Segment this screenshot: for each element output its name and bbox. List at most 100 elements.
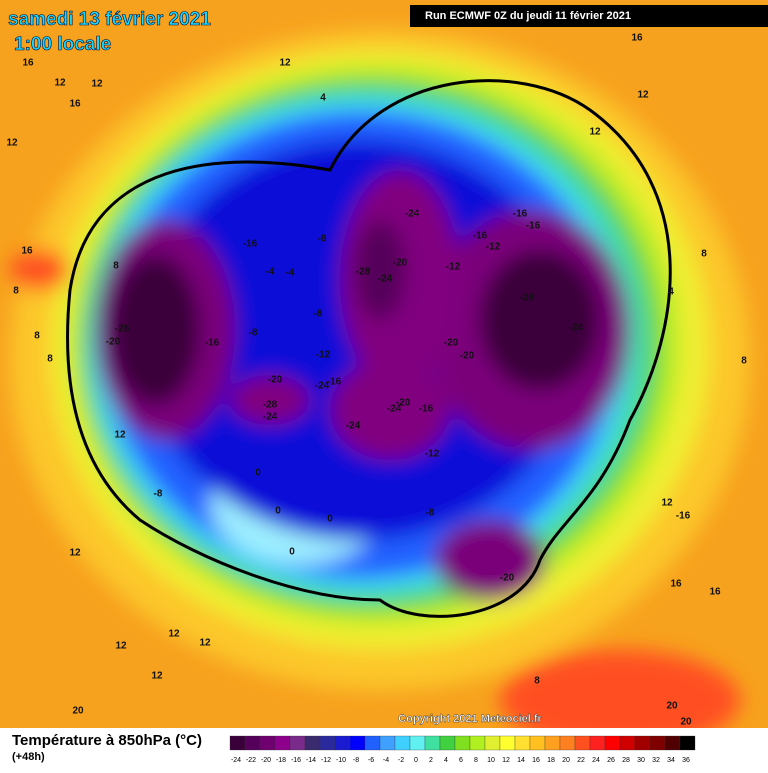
contour-label: -16: [526, 221, 541, 232]
contour-label: -12: [486, 242, 501, 253]
colorbar-tick: 8: [474, 757, 478, 764]
contour-label: -16: [243, 239, 258, 250]
run-info: Run ECMWF 0Z du jeudi 11 février 2021: [425, 10, 631, 22]
colorbar-tick: 22: [577, 757, 585, 764]
contour-label: -12: [446, 262, 461, 273]
contour-label: -28: [356, 267, 371, 278]
contour-label: 16: [21, 246, 33, 257]
contour-label: -12: [425, 449, 440, 460]
colorbar-cell: [589, 735, 606, 751]
contour-label: -20: [396, 398, 411, 409]
colorbar-tick: -2: [398, 757, 404, 764]
contour-label: 0: [327, 514, 333, 525]
contour-label: -24: [346, 421, 361, 432]
colorbar-cell: [619, 735, 636, 751]
colorbar-tick: 26: [607, 757, 615, 764]
contour-label: -28: [263, 400, 278, 411]
colorbar-tick: -4: [383, 757, 389, 764]
colorbar-cell: [439, 735, 456, 751]
contour-label: -8: [318, 234, 327, 245]
colorbar-tick: 2: [429, 757, 433, 764]
contour-label: 8: [34, 331, 40, 342]
contour-label: -28: [520, 293, 535, 304]
contour-label: -8: [426, 508, 435, 519]
contour-label: 8: [13, 286, 19, 297]
contour-label: 8: [701, 249, 707, 260]
contour-label: 8: [47, 354, 53, 365]
colorbar-tick: -20: [261, 757, 271, 764]
colorbar: -24 -22 -20 -18 -16 -14 -12 -10 -8 -6 -4 -2 0 2 4 6 8 10 1…: [229, 735, 696, 764]
contour-label: 12: [589, 127, 601, 138]
run-bar: [410, 5, 768, 27]
colorbar-tick: 14: [517, 757, 525, 764]
contour-label: 12: [6, 138, 18, 149]
colorbar-cell: [484, 735, 501, 751]
contour-label: 0: [255, 468, 261, 479]
colorbar-tick: 0: [414, 757, 418, 764]
contour-label: -8: [249, 328, 258, 339]
colorbar-cell: [424, 735, 441, 751]
contour-label: -20: [106, 337, 121, 348]
colorbar-tick: 30: [637, 757, 645, 764]
contour-label: 16: [709, 587, 721, 598]
contour-label: -16: [327, 377, 342, 388]
contour-label: 8: [534, 676, 540, 687]
colorbar-cell: [454, 735, 471, 751]
colorbar-cell: [394, 735, 411, 751]
colorbar-tick: -6: [368, 757, 374, 764]
contour-label: 12: [54, 78, 66, 89]
colorbar-cell: [499, 735, 516, 751]
local-time: 1:00 locale: [14, 34, 111, 55]
contour-label: 12: [279, 58, 291, 69]
contour-label: 12: [91, 79, 103, 90]
colorbar-tick: -8: [353, 757, 359, 764]
contour-label: 16: [22, 58, 34, 69]
contour-label: 12: [69, 548, 81, 559]
contour-label: -16: [513, 209, 528, 220]
colorbar-tick: -14: [306, 757, 316, 764]
contour-label: 12: [661, 498, 673, 509]
date: samedi 13 février 2021: [8, 9, 211, 30]
colorbar-tick: 18: [547, 757, 555, 764]
colorbar-tick: -12: [321, 757, 331, 764]
footer-title: Température à 850hPa (°C): [12, 732, 202, 749]
contour-label: -20: [393, 258, 408, 269]
colorbar-cell: [649, 735, 666, 751]
colorbar-cell: [529, 735, 546, 751]
colorbar-tick: 20: [562, 757, 570, 764]
contour-label: -20: [500, 573, 515, 584]
contour-label: 16: [670, 579, 682, 590]
colorbar-tick: -18: [276, 757, 286, 764]
contour-label: -24: [263, 412, 278, 423]
contour-label: -12: [316, 350, 331, 361]
contour-label: 16: [631, 33, 643, 44]
colorbar-cell: [574, 735, 591, 751]
colorbar-cell: [664, 735, 681, 751]
contour-label: 4: [668, 287, 674, 298]
contour-label: -16: [205, 338, 220, 349]
contour-label: -8: [154, 489, 163, 500]
colorbar-tick: 28: [622, 757, 630, 764]
contour-label: 12: [114, 430, 126, 441]
colorbar-cell: [364, 735, 381, 751]
colorbar-tick: 36: [682, 757, 690, 764]
contour-label: 12: [115, 641, 127, 652]
contour-label: -20: [460, 351, 475, 362]
colorbar-tick: -22: [246, 757, 256, 764]
colorbar-cell: [559, 735, 576, 751]
contour-label: 0: [289, 547, 295, 558]
colorbar-cell: [274, 735, 291, 751]
contour-label: 8: [741, 356, 747, 367]
contour-label: -24: [387, 404, 402, 415]
contour-label: 0: [275, 506, 281, 517]
contour-label: -24: [378, 274, 393, 285]
colorbar-tick: 32: [652, 757, 660, 764]
contour-label: -4: [286, 268, 295, 279]
colorbar-cell: [409, 735, 426, 751]
zero-isotherm: [66, 79, 672, 618]
colorbar-tick: 4: [444, 757, 448, 764]
contour-label: 12: [168, 629, 180, 640]
colorbar-cell: [229, 735, 246, 751]
